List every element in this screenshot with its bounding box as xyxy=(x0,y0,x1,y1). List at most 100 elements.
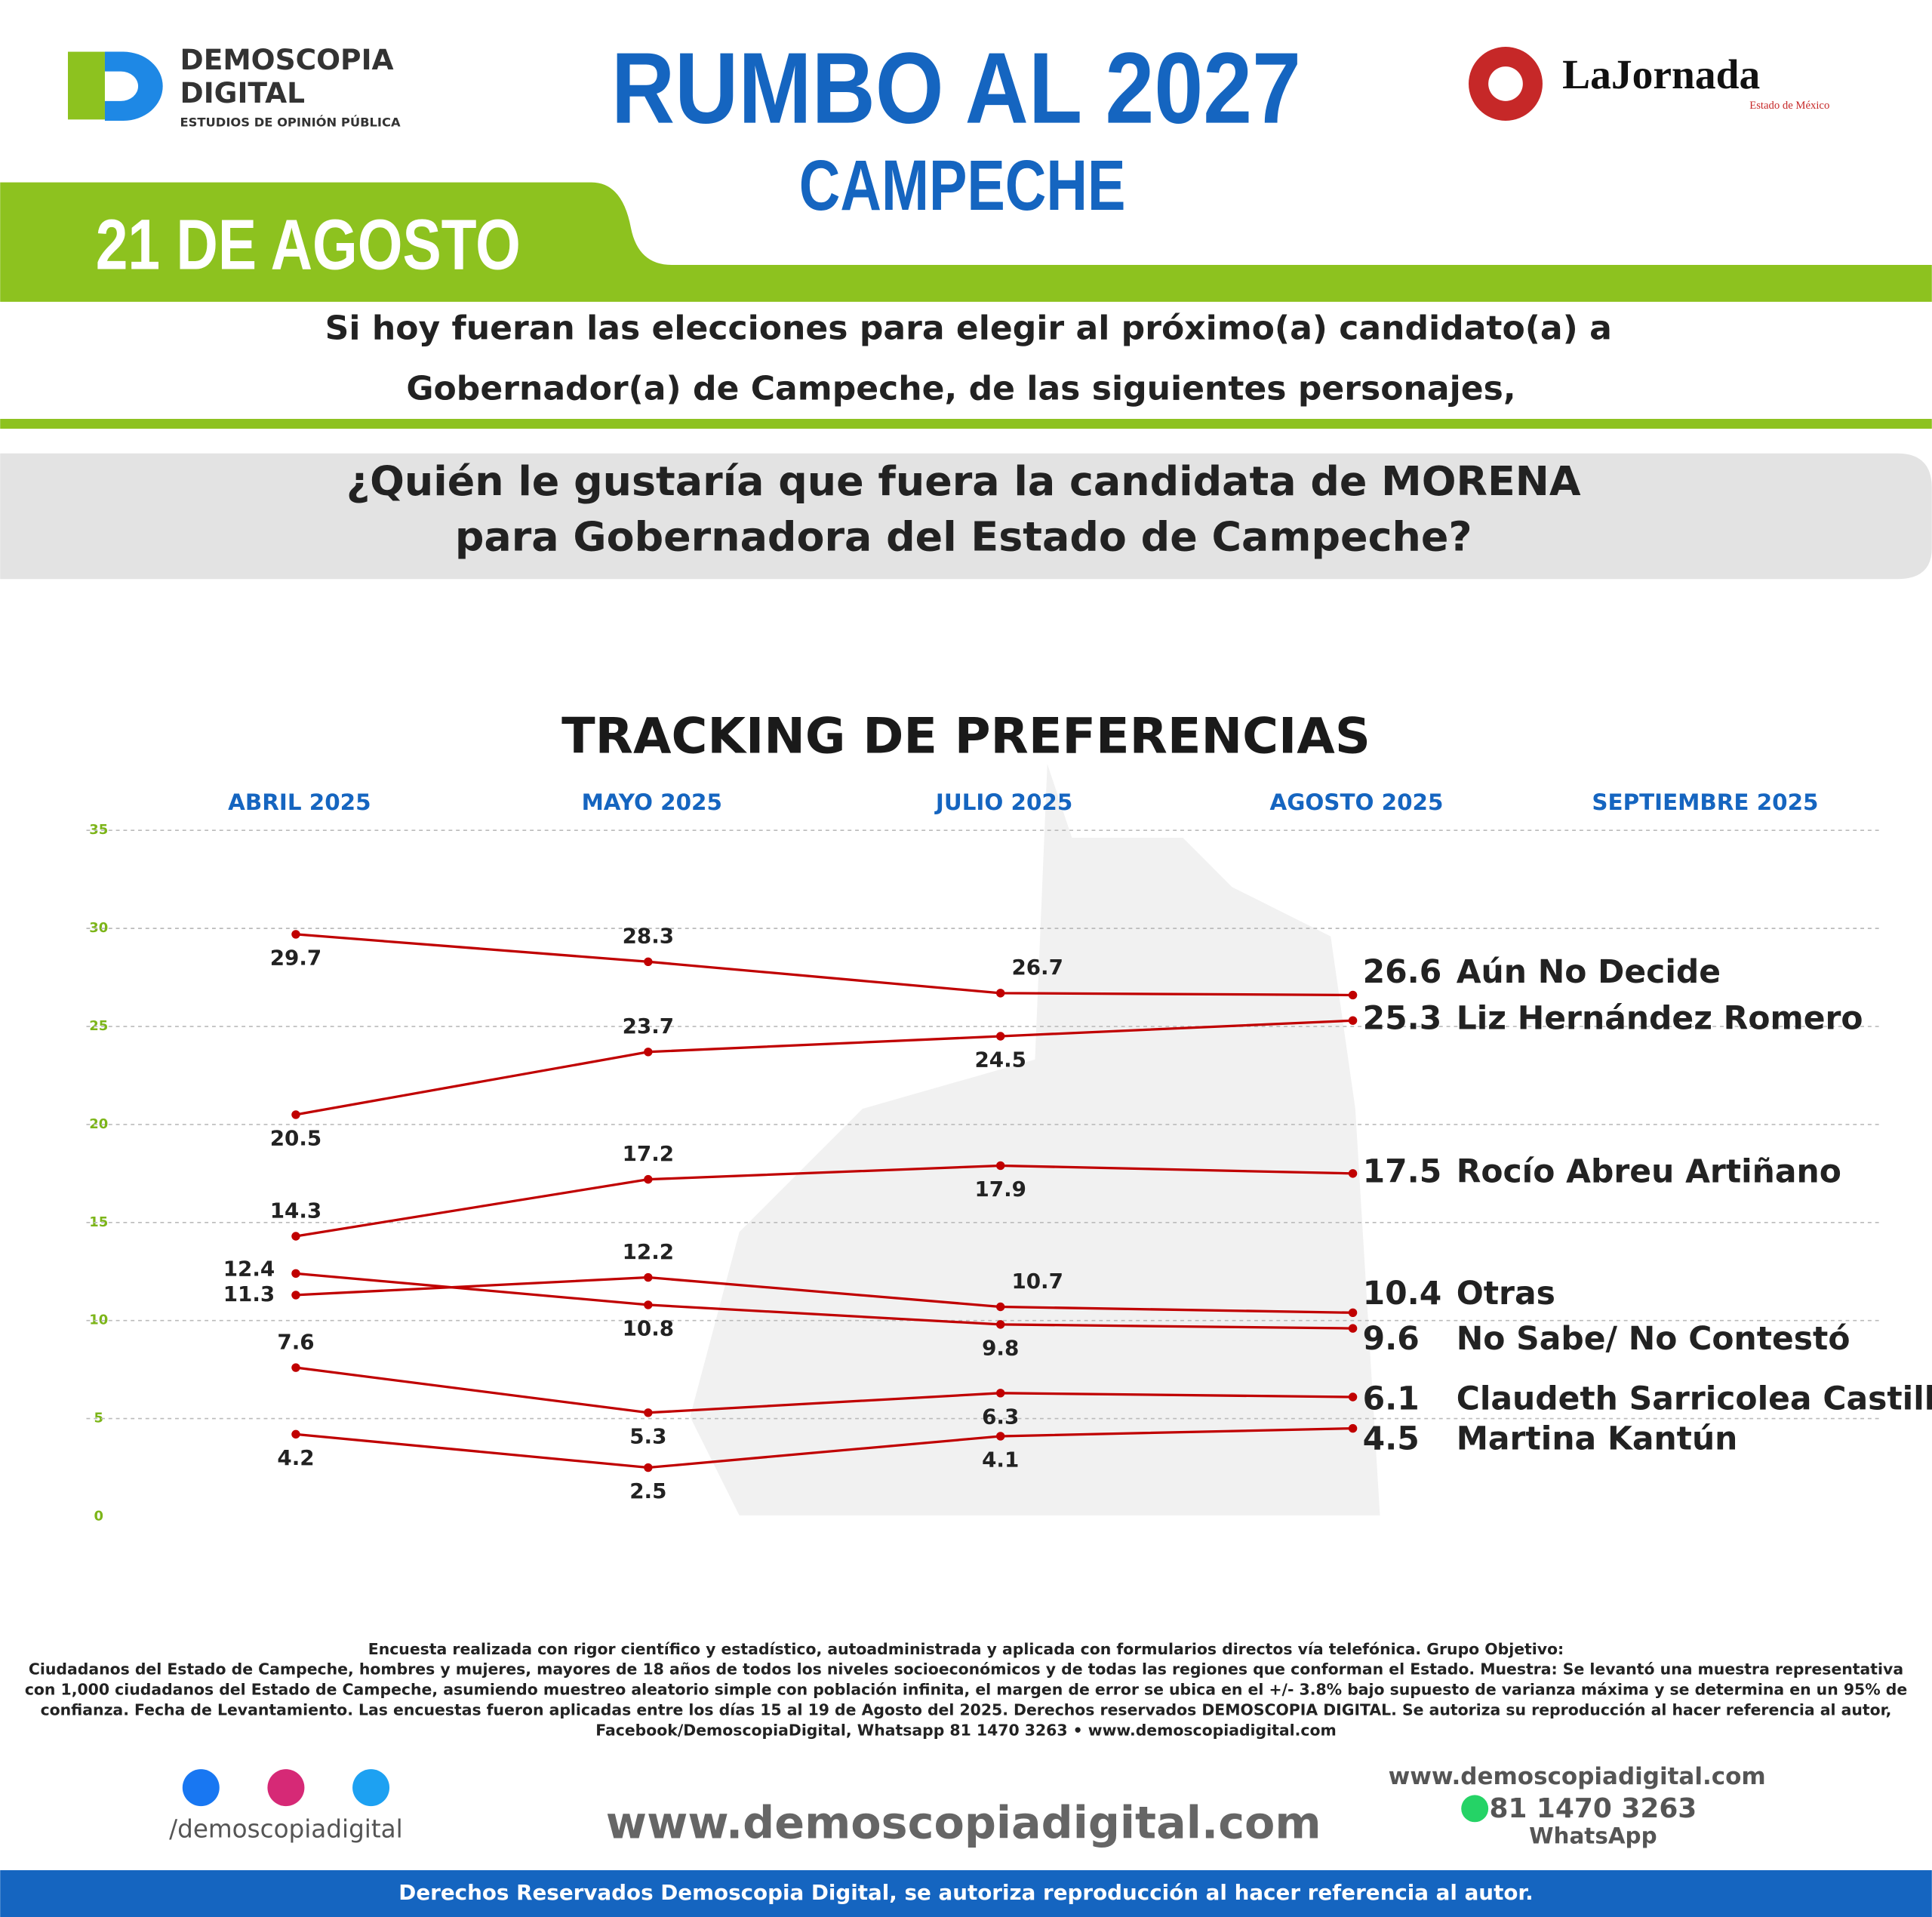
brand-tag: ESTUDIOS DE OPINIÓN PÚBLICA xyxy=(180,115,401,130)
point xyxy=(291,1429,300,1439)
y-tick-label: 15 xyxy=(89,1214,108,1230)
point xyxy=(995,1432,1005,1441)
point xyxy=(291,1363,300,1372)
value-label: 20.5 xyxy=(270,1126,321,1151)
question: para Gobernadora del Estado de Campeche? xyxy=(455,513,1472,561)
methodology: con 1,000 ciudadanos del Estado de Campe… xyxy=(25,1681,1907,1699)
whatsapp-icon xyxy=(1461,1795,1489,1823)
series-name: Aún No Decide xyxy=(1457,954,1721,991)
partner-logo xyxy=(1488,66,1523,101)
point xyxy=(995,1320,1005,1329)
end-value-label: 17.5 xyxy=(1363,1153,1442,1190)
methodology: Facebook/DemoscopiaDigital, Whatsapp 81 … xyxy=(595,1722,1336,1740)
point xyxy=(644,1300,653,1309)
y-tick-label: 20 xyxy=(89,1116,108,1132)
point xyxy=(291,1269,300,1279)
y-tick-label: 5 xyxy=(94,1411,103,1426)
facebook-icon xyxy=(182,1769,220,1807)
value-label: 10.8 xyxy=(623,1316,674,1341)
date-band xyxy=(0,182,1932,302)
y-tick-label: 10 xyxy=(89,1312,108,1328)
logo-mark xyxy=(104,51,163,121)
value-label: 10.7 xyxy=(1011,1269,1063,1294)
partner: LaJornada xyxy=(1562,52,1760,98)
value-label: 2.5 xyxy=(629,1479,666,1503)
y-tick-label: 35 xyxy=(89,822,108,838)
phone: 81 1470 3263 xyxy=(1489,1793,1697,1824)
value-label: 26.7 xyxy=(1011,955,1063,980)
point xyxy=(1348,1169,1358,1178)
value-label: 23.7 xyxy=(623,1014,674,1039)
point xyxy=(291,1291,300,1300)
point xyxy=(291,1232,300,1241)
series-line xyxy=(295,1019,1353,1116)
methodology: Encuesta realizada con rigor científico … xyxy=(368,1640,1564,1658)
methodology: Ciudadanos del Estado de Campeche, hombr… xyxy=(29,1660,1903,1679)
point xyxy=(995,1389,1005,1398)
point xyxy=(1348,1324,1358,1333)
end-value-label: 9.6 xyxy=(1363,1321,1420,1358)
x-tick-label: AGOSTO 2025 xyxy=(1269,789,1443,815)
series-name: No Sabe/ No Contestó xyxy=(1457,1321,1850,1358)
series-line xyxy=(295,1275,1353,1314)
point xyxy=(995,1302,1005,1312)
value-label: 4.2 xyxy=(277,1445,314,1470)
divider xyxy=(0,419,1932,429)
value-label: 12.2 xyxy=(623,1239,674,1264)
title: RUMBO AL 2027 xyxy=(611,32,1301,145)
instagram-icon xyxy=(267,1769,305,1807)
partner-tag: Estado de México xyxy=(1749,100,1829,112)
series-name: Otras xyxy=(1457,1275,1555,1312)
social: /demoscopiadigital xyxy=(169,1815,403,1844)
point xyxy=(644,1463,653,1472)
point xyxy=(1348,990,1358,1000)
series-name: Claudeth Sarricolea Castillejo xyxy=(1457,1380,1932,1417)
x-tick-label: JULIO 2025 xyxy=(934,789,1072,815)
y-tick-label: 25 xyxy=(89,1018,108,1034)
question-box xyxy=(0,453,1932,580)
site: www.demoscopiadigital.com xyxy=(1389,1763,1766,1790)
rights-bar xyxy=(0,1869,1932,1917)
series-line xyxy=(295,1426,1353,1469)
point xyxy=(995,989,1005,998)
chart-title: TRACKING DE PREFERENCIAS xyxy=(561,707,1371,765)
x-tick-label: MAYO 2025 xyxy=(582,789,722,815)
value-label: 24.5 xyxy=(974,1048,1026,1072)
x-tick-label: ABRIL 2025 xyxy=(228,789,371,815)
series-line xyxy=(295,933,1353,997)
brand: DIGITAL xyxy=(180,76,306,109)
value-label: 5.3 xyxy=(629,1423,666,1448)
point xyxy=(1348,1016,1358,1025)
value-label: 17.9 xyxy=(974,1177,1026,1202)
point xyxy=(1348,1423,1358,1433)
question: ¿Quién le gustaría que fuera la candidat… xyxy=(346,457,1581,505)
value-label: 29.7 xyxy=(270,946,321,971)
subtitle: CAMPECHE xyxy=(799,146,1126,226)
value-label: 14.3 xyxy=(270,1198,321,1223)
methodology: confianza. Fecha de Levantamiento. Las e… xyxy=(41,1701,1892,1719)
logo-mark xyxy=(67,51,105,120)
point xyxy=(291,930,300,939)
end-value-label: 25.3 xyxy=(1363,1001,1442,1038)
point xyxy=(644,1174,653,1184)
series-name: Martina Kantún xyxy=(1457,1420,1738,1457)
twitter-icon xyxy=(352,1769,390,1807)
value-label: 7.6 xyxy=(277,1329,314,1354)
value-label: 9.8 xyxy=(982,1336,1019,1361)
end-value-label: 4.5 xyxy=(1363,1420,1420,1457)
point xyxy=(644,1272,653,1282)
point xyxy=(995,1161,1005,1171)
end-value-label: 10.4 xyxy=(1363,1275,1442,1312)
value-label: 17.2 xyxy=(623,1141,674,1166)
value-label: 12.4 xyxy=(223,1256,275,1281)
date: 21 DE AGOSTO xyxy=(96,205,521,285)
series-line xyxy=(295,1164,1353,1238)
y-tick-label: 0 xyxy=(94,1508,103,1524)
series-name: Liz Hernández Romero xyxy=(1457,1001,1863,1038)
brand: DEMOSCOPIA xyxy=(180,43,394,76)
point xyxy=(644,1408,653,1417)
whatsapp: WhatsApp xyxy=(1529,1823,1657,1848)
end-value-label: 6.1 xyxy=(1363,1380,1420,1417)
end-value-label: 26.6 xyxy=(1363,954,1442,991)
